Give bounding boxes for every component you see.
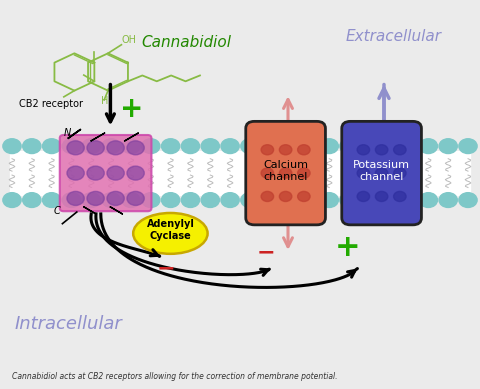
Circle shape — [375, 191, 388, 202]
Circle shape — [380, 139, 398, 154]
Circle shape — [320, 139, 338, 154]
Circle shape — [298, 168, 310, 178]
Circle shape — [107, 141, 124, 155]
Circle shape — [280, 139, 299, 154]
Circle shape — [298, 191, 310, 202]
Text: −: − — [156, 258, 175, 279]
Circle shape — [67, 166, 84, 180]
Circle shape — [62, 139, 81, 154]
Circle shape — [3, 193, 21, 207]
Circle shape — [142, 139, 160, 154]
Circle shape — [340, 139, 358, 154]
Circle shape — [122, 139, 140, 154]
Circle shape — [360, 139, 378, 154]
Circle shape — [241, 139, 259, 154]
Circle shape — [3, 139, 21, 154]
Text: Potassium
channel: Potassium channel — [353, 160, 410, 182]
Text: Cannabidiol acts at CB2 receptors allowing for the correction of membrane potent: Cannabidiol acts at CB2 receptors allowi… — [12, 372, 337, 381]
Circle shape — [279, 191, 292, 202]
Circle shape — [298, 145, 310, 155]
Circle shape — [357, 191, 370, 202]
Circle shape — [221, 193, 239, 207]
Circle shape — [439, 193, 457, 207]
Circle shape — [261, 193, 279, 207]
Circle shape — [399, 193, 418, 207]
Circle shape — [43, 139, 61, 154]
Circle shape — [300, 139, 319, 154]
Circle shape — [67, 141, 84, 155]
Circle shape — [201, 193, 219, 207]
Circle shape — [279, 145, 292, 155]
Circle shape — [102, 193, 120, 207]
Circle shape — [201, 139, 219, 154]
Circle shape — [459, 193, 477, 207]
Circle shape — [459, 139, 477, 154]
Circle shape — [127, 191, 144, 205]
Circle shape — [23, 139, 41, 154]
Circle shape — [82, 139, 100, 154]
Circle shape — [87, 141, 104, 155]
FancyBboxPatch shape — [60, 135, 152, 211]
Circle shape — [399, 139, 418, 154]
Circle shape — [23, 193, 41, 207]
Circle shape — [394, 145, 406, 155]
Circle shape — [357, 145, 370, 155]
Text: +: + — [335, 233, 361, 261]
Text: H: H — [101, 96, 108, 106]
Circle shape — [261, 191, 274, 202]
Circle shape — [67, 191, 84, 205]
Circle shape — [340, 193, 358, 207]
Text: CB2 receptor: CB2 receptor — [19, 99, 83, 109]
Circle shape — [375, 168, 388, 178]
Circle shape — [320, 193, 338, 207]
Text: Cannabidiol: Cannabidiol — [142, 35, 231, 51]
Circle shape — [127, 166, 144, 180]
Circle shape — [439, 139, 457, 154]
Circle shape — [360, 193, 378, 207]
Circle shape — [394, 168, 406, 178]
Text: Calcium
channel: Calcium channel — [263, 160, 308, 182]
Circle shape — [300, 193, 319, 207]
Text: Extracellular: Extracellular — [346, 29, 442, 44]
Text: OH: OH — [121, 35, 136, 45]
Circle shape — [161, 193, 180, 207]
Text: +: + — [120, 95, 144, 123]
Circle shape — [107, 166, 124, 180]
Circle shape — [375, 145, 388, 155]
Text: Intracellular: Intracellular — [14, 315, 122, 333]
Circle shape — [87, 166, 104, 180]
Circle shape — [161, 139, 180, 154]
Circle shape — [62, 193, 81, 207]
Circle shape — [261, 139, 279, 154]
Circle shape — [181, 139, 200, 154]
Bar — [10, 151, 470, 195]
Circle shape — [357, 168, 370, 178]
Circle shape — [280, 193, 299, 207]
Circle shape — [82, 193, 100, 207]
Circle shape — [261, 168, 274, 178]
Circle shape — [43, 193, 61, 207]
Circle shape — [380, 193, 398, 207]
Circle shape — [279, 168, 292, 178]
Circle shape — [419, 139, 437, 154]
Circle shape — [241, 193, 259, 207]
Circle shape — [181, 193, 200, 207]
Circle shape — [394, 191, 406, 202]
Text: −: − — [257, 243, 276, 263]
FancyBboxPatch shape — [246, 121, 325, 225]
Circle shape — [122, 193, 140, 207]
Circle shape — [261, 145, 274, 155]
Circle shape — [142, 193, 160, 207]
Text: C: C — [54, 206, 61, 216]
Text: N: N — [63, 128, 71, 138]
Circle shape — [107, 191, 124, 205]
Text: Adenylyl
Cyclase: Adenylyl Cyclase — [146, 219, 194, 241]
Circle shape — [221, 139, 239, 154]
Circle shape — [102, 139, 120, 154]
Circle shape — [87, 191, 104, 205]
Ellipse shape — [133, 213, 207, 254]
FancyBboxPatch shape — [342, 121, 421, 225]
Circle shape — [419, 193, 437, 207]
Circle shape — [127, 141, 144, 155]
